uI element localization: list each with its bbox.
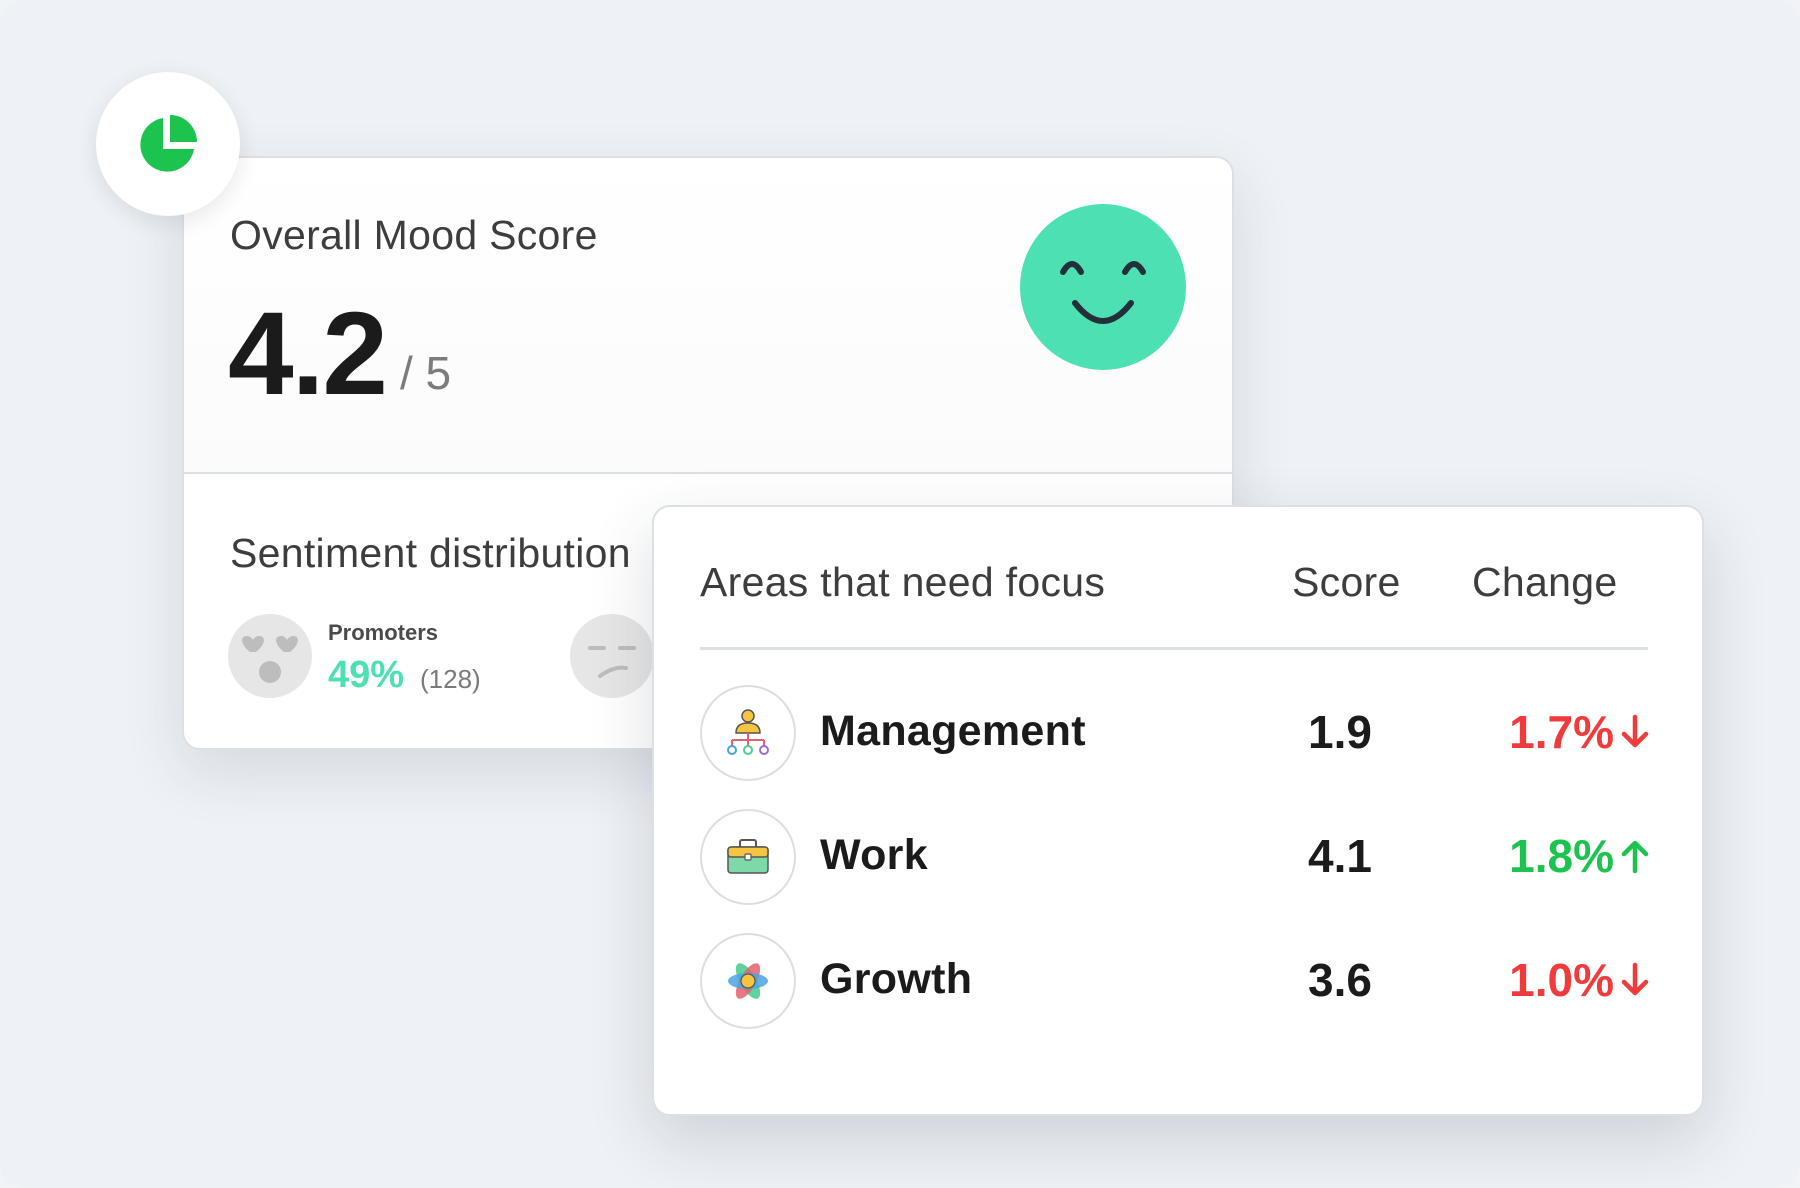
- smiley-face-icon: [1020, 204, 1186, 370]
- sentiment-distribution-title: Sentiment distribution: [230, 530, 631, 576]
- arrow-up-icon: [1621, 840, 1649, 874]
- areas-focus-card: Areas that need focus Score Change Manag…: [652, 505, 1704, 1116]
- header-divider: [700, 647, 1648, 650]
- row-change: 1.8%: [1472, 829, 1650, 883]
- briefcase-icon: [700, 809, 796, 905]
- header-score: Score: [1292, 559, 1401, 605]
- change-value: 1.0%: [1509, 954, 1614, 1006]
- row-change: 1.0%: [1472, 953, 1650, 1007]
- mood-score-value: 4.2: [228, 288, 388, 420]
- header-change: Change: [1472, 559, 1618, 605]
- promoters-count: (128): [420, 664, 481, 694]
- row-change: 1.7%: [1472, 705, 1650, 759]
- row-name: Growth: [820, 955, 973, 1003]
- focus-row-management[interactable]: Management 1.9 1.7%: [700, 685, 1650, 781]
- focus-table-header: Areas that need focus Score Change: [700, 559, 1648, 619]
- change-value: 1.8%: [1509, 830, 1614, 882]
- promoters-label: Promoters: [328, 620, 439, 645]
- row-score: 3.6: [1308, 954, 1372, 1006]
- row-name: Work: [820, 831, 928, 879]
- unamused-face-icon: [570, 614, 654, 698]
- mood-card-title: Overall Mood Score: [230, 212, 598, 258]
- promoters-percent: 49%: [328, 654, 405, 696]
- focus-row-work[interactable]: Work 4.1 1.8%: [700, 809, 1650, 905]
- change-value: 1.7%: [1509, 706, 1614, 758]
- row-score: 1.9: [1308, 706, 1372, 758]
- focus-row-growth[interactable]: Growth 3.6 1.0%: [700, 933, 1650, 1029]
- row-name: Management: [820, 707, 1086, 755]
- atom-icon: [700, 933, 796, 1029]
- row-score: 4.1: [1308, 830, 1372, 882]
- management-org-icon: [700, 685, 796, 781]
- arrow-down-icon: [1621, 962, 1649, 996]
- heart-eyes-face-icon: [228, 614, 312, 698]
- pie-chart-badge: [96, 72, 240, 216]
- overall-mood-card: Overall Mood Score 4.2 / 5 Sentiment dis…: [182, 156, 1234, 750]
- arrow-down-icon: [1621, 714, 1649, 748]
- mood-score-section: Overall Mood Score 4.2 / 5: [184, 158, 1232, 474]
- mood-score-max: / 5: [400, 347, 452, 399]
- pie-chart-icon: [140, 115, 197, 172]
- header-area: Areas that need focus: [700, 559, 1106, 605]
